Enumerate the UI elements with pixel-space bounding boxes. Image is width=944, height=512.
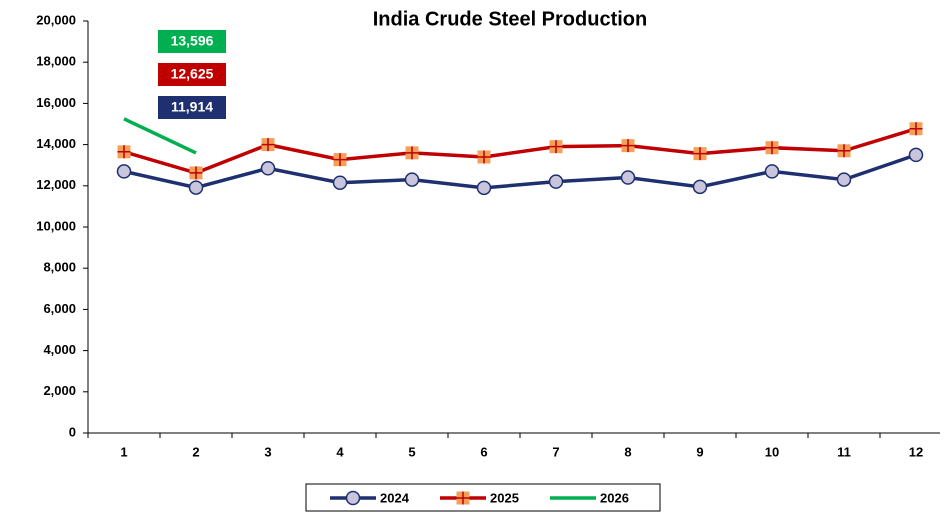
marker xyxy=(549,140,563,154)
series-line xyxy=(123,127,917,175)
data-label-box xyxy=(158,63,226,86)
marker-cross xyxy=(549,140,563,154)
marker xyxy=(765,141,779,155)
data-label: 12,625 xyxy=(171,66,214,82)
x-tick-label: 11 xyxy=(837,444,851,459)
y-tick-label: 4,000 xyxy=(43,342,76,357)
x-tick-label: 12 xyxy=(909,444,923,459)
marker xyxy=(188,180,204,195)
marker-cross xyxy=(189,166,203,180)
y-tick-label: 0 xyxy=(69,424,76,439)
series-line xyxy=(123,117,197,155)
x-tick-label: 10 xyxy=(765,444,779,459)
marker-cross xyxy=(909,122,923,136)
data-label-box xyxy=(158,30,226,53)
marker xyxy=(764,164,780,179)
marker-cross xyxy=(405,146,419,160)
x-tick-label: 8 xyxy=(624,444,631,459)
marker xyxy=(261,138,275,152)
marker xyxy=(692,179,708,195)
x-tick-label: 6 xyxy=(480,444,487,459)
x-tick-label: 1 xyxy=(120,444,127,459)
x-tick-label: 3 xyxy=(264,444,271,459)
marker xyxy=(621,139,635,153)
y-tick-label: 12,000 xyxy=(36,177,76,192)
marker xyxy=(332,175,348,190)
x-tick-label: 9 xyxy=(696,444,703,459)
marker xyxy=(260,161,276,176)
y-tick-label: 14,000 xyxy=(36,136,76,151)
y-tick-label: 6,000 xyxy=(43,301,76,316)
legend-label: 2025 xyxy=(490,490,519,505)
series-line xyxy=(123,153,917,190)
marker-cross xyxy=(621,139,635,153)
marker xyxy=(836,172,852,187)
y-tick-label: 2,000 xyxy=(43,383,76,398)
marker-cross xyxy=(333,153,347,167)
marker xyxy=(116,164,132,179)
marker xyxy=(404,172,420,187)
marker xyxy=(476,180,492,196)
marker xyxy=(456,491,470,505)
marker-cross xyxy=(117,145,131,159)
x-tick-label: 5 xyxy=(408,444,415,459)
marker-cross xyxy=(837,144,851,158)
x-tick-label: 7 xyxy=(552,444,559,459)
marker-cross xyxy=(693,147,707,161)
data-label-box xyxy=(158,96,226,119)
marker xyxy=(837,144,851,158)
marker-cross xyxy=(477,150,491,164)
data-label: 13,596 xyxy=(171,33,214,49)
data-label: 11,914 xyxy=(171,99,213,115)
marker xyxy=(117,145,131,159)
marker xyxy=(333,153,347,167)
chart-title: India Crude Steel Production xyxy=(373,8,647,30)
marker xyxy=(345,490,361,506)
marker-cross xyxy=(765,141,779,155)
y-tick-label: 10,000 xyxy=(36,218,76,233)
marker xyxy=(189,166,203,180)
y-tick-label: 20,000 xyxy=(36,12,76,27)
marker-cross xyxy=(261,138,275,152)
y-tick-label: 8,000 xyxy=(43,260,76,275)
legend-label: 2026 xyxy=(600,490,629,505)
marker xyxy=(620,170,636,185)
marker xyxy=(477,150,491,164)
legend-label: 2024 xyxy=(380,490,410,505)
y-tick-label: 16,000 xyxy=(36,95,76,110)
x-tick-label: 2 xyxy=(192,444,199,459)
marker-cross xyxy=(456,491,470,505)
marker xyxy=(693,147,707,161)
marker xyxy=(405,146,419,160)
x-tick-label: 4 xyxy=(336,444,344,459)
marker xyxy=(909,122,923,136)
marker xyxy=(548,174,564,189)
y-tick-label: 18,000 xyxy=(36,54,76,69)
marker xyxy=(908,147,924,163)
